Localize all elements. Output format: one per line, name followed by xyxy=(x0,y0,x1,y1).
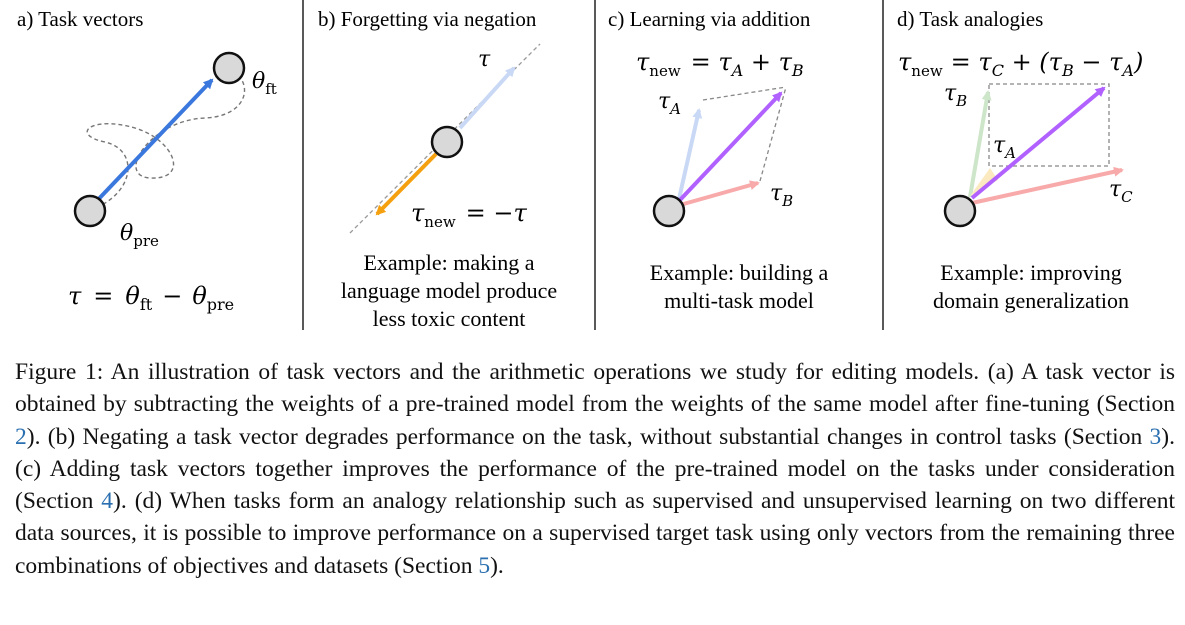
tau-b-arrow xyxy=(968,90,992,198)
section-link[interactable]: 5 xyxy=(478,552,491,579)
tau-a-shade xyxy=(970,168,998,196)
tau-a-label: τA xyxy=(993,133,1016,162)
panel-b-example-line: language model produce xyxy=(341,278,557,303)
panel-d-title: d) Task analogies xyxy=(897,7,1043,31)
tau-c-arrow xyxy=(971,166,1124,205)
tau-c-label: τC xyxy=(1109,177,1133,206)
section-link[interactable]: 4 xyxy=(101,488,114,515)
panel-b-example-line: Example: making a xyxy=(363,250,534,275)
panel-c-title: c) Learning via addition xyxy=(608,7,811,31)
panel-d-example-line: domain generalization xyxy=(933,288,1129,313)
task-vector-arrow xyxy=(90,78,214,208)
panel-d: d) Task analogies τnew = τC + (τB − τA) τ… xyxy=(897,7,1143,313)
negation-equation: τnew = −τ xyxy=(411,199,528,231)
model-node xyxy=(652,194,686,228)
panel-c-example-line: multi-task model xyxy=(664,288,814,313)
panel-b-title: b) Forgetting via negation xyxy=(318,7,537,31)
tau-a-arrow xyxy=(677,108,703,200)
model-node xyxy=(943,194,977,228)
tau-arrow xyxy=(458,66,516,130)
tau-new-arrow xyxy=(678,91,783,202)
task-vector-equation: τ = θft − θpre xyxy=(68,282,234,314)
section-link[interactable]: 3 xyxy=(1149,423,1162,450)
tau-b-label: τB xyxy=(770,181,793,210)
panel-b-example-line: less toxic content xyxy=(373,306,526,331)
panel-a: a) Task vectors θft θpre τ = θft − θpre xyxy=(17,7,277,314)
figure-1: a) Task vectors θft θpre τ = θft − θpre b) F… xyxy=(17,0,1143,331)
caption-text: ). (b) Negating a task vector degrades p… xyxy=(26,423,1150,450)
theta-pre-label: θpre xyxy=(120,221,159,250)
caption-text: ). (d) When tasks form an analogy relati… xyxy=(15,488,1175,579)
tau-a-label: τA xyxy=(658,89,681,118)
caption-text: Figure 1: An illustration of task vector… xyxy=(15,359,1175,418)
finetune-trajectory xyxy=(86,67,246,211)
theta-ft-label: θft xyxy=(252,69,277,98)
tau-b-label: τB xyxy=(944,81,967,110)
figure-caption: Figure 1: An illustration of task vector… xyxy=(15,356,1175,582)
tau-b-arrow xyxy=(679,180,760,207)
pretrained-node xyxy=(73,194,107,228)
panel-a-title: a) Task vectors xyxy=(17,7,143,31)
parallelogram-edge xyxy=(759,86,787,182)
caption-text: ). xyxy=(490,552,504,579)
panel-b: b) Forgetting via negation τ τnew = −τ Ex… xyxy=(318,7,557,331)
finetuned-node xyxy=(212,51,246,85)
model-node xyxy=(430,125,464,159)
panel-d-example-line: Example: improving xyxy=(940,260,1121,285)
panel-c-example-line: Example: building a xyxy=(650,260,829,285)
analogy-equation: τnew = τC + (τB − τA) xyxy=(898,48,1143,80)
panel-c: c) Learning via addition τnew = τA + τB τ… xyxy=(608,7,828,313)
parallelogram-edge xyxy=(702,86,787,101)
caption-text: ). (c) Adding task vectors together impr… xyxy=(15,423,1175,515)
analogy-box xyxy=(988,83,1110,167)
negated-tau-arrow xyxy=(375,152,438,216)
section-link[interactable]: 2 xyxy=(15,423,27,450)
tau-new-arrow xyxy=(970,86,1106,200)
addition-equation: τnew = τA + τB xyxy=(636,48,804,80)
tau-label: τ xyxy=(478,47,491,72)
